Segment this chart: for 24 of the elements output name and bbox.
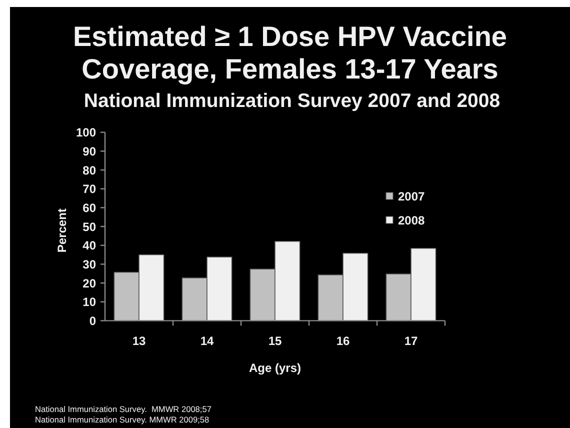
y-axis-title: Percent (55, 208, 69, 253)
x-axis-title: Age (yrs) (248, 361, 302, 375)
text: National Immunization Survey. MMWR 2008;57 (35, 404, 212, 414)
x-tick-label: 16 (336, 334, 350, 348)
x-tick-label: 14 (200, 334, 214, 348)
legend-label: 2008 (398, 213, 426, 228)
chart-subtitle: National Immunization Survey 2007 and 2008 (84, 90, 500, 112)
y-tick-label: 70 (82, 182, 96, 196)
x-tick-label: 17 (404, 334, 418, 348)
x-tick-label: 15 (268, 334, 282, 348)
y-tick-label: 0 (89, 314, 96, 328)
chart-title: Estimated ≥ 1 Dose HPV Vaccine Coverage, Females 13-17 Years (73, 21, 507, 84)
legend-label: 2007 (398, 189, 426, 204)
y-tick-label: 40 (82, 238, 96, 253)
x-tick-label: 13 (132, 334, 146, 348)
y-tick-label: 100 (76, 126, 96, 140)
y-tick-label: 30 (82, 258, 96, 272)
y-tick-label: 90 (82, 144, 96, 158)
y-tick-label: 10 (82, 295, 96, 310)
y-tick-label: 20 (82, 276, 96, 290)
y-tick-label: 50 (82, 220, 96, 234)
y-tick-label: 80 (82, 163, 96, 178)
text: National Immunization Survey. MMWR 2009;58 (35, 414, 210, 424)
y-tick-label: 60 (82, 200, 96, 215)
